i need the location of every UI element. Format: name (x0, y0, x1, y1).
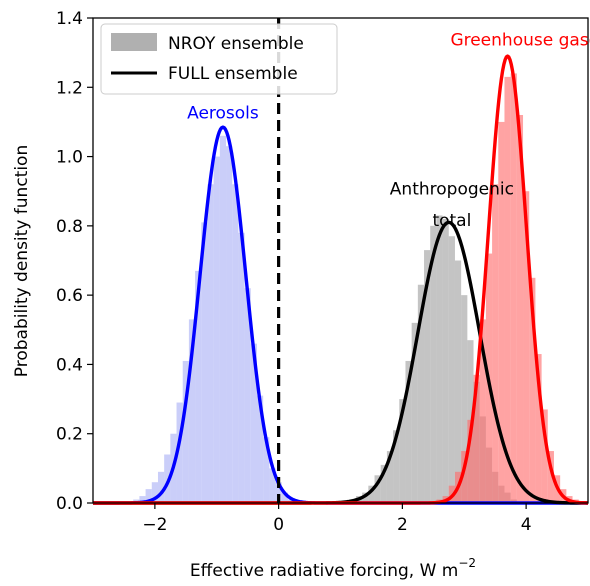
histogram-bar-greenhouse-gases-9 (492, 184, 499, 504)
legend-label-nroy: NROY ensemble (168, 34, 304, 54)
histogram-bar-aerosols-19 (250, 343, 257, 503)
histogram-bar-anthropogenic-total-4 (374, 475, 381, 503)
y-tick-label: 0.8 (56, 217, 83, 237)
legend-box (100, 23, 338, 95)
histogram-bar-greenhouse-gases-4 (461, 451, 468, 503)
histogram-bar-aerosols-17 (238, 232, 245, 504)
histogram-bar-greenhouse-gases-11 (504, 76, 511, 503)
y-tick-label: 0.2 (56, 425, 83, 445)
histogram-bar-anthropogenic-total-17 (454, 260, 462, 503)
y-tick-label: 0.4 (56, 355, 83, 375)
histogram-bar-greenhouse-gases-6 (473, 374, 480, 503)
histogram-bar-greenhouse-gases-7 (479, 319, 486, 503)
histogram-bar-aerosols-15 (226, 146, 233, 503)
histogram-bar-aerosols-22 (269, 468, 276, 503)
histogram-bar-aerosols-8 (182, 360, 189, 503)
histogram-bar-aerosols-20 (256, 395, 264, 503)
x-axis-label-superscript: −2 (458, 556, 476, 570)
histogram-bar-anthropogenic-total-2 (362, 492, 369, 503)
histogram-bar-anthropogenic-total-18 (461, 295, 468, 503)
x-tick-label: 0 (273, 515, 284, 535)
histogram-bar-greenhouse-gases-16 (535, 354, 542, 503)
histogram-bar-anthropogenic-total-13 (430, 225, 437, 504)
histogram-bar-aerosols-14 (219, 135, 227, 504)
annotation-greenhouse-gases: Greenhouse gases (450, 31, 590, 51)
histogram-bar-anthropogenic-total-6 (386, 451, 394, 503)
histogram-bar-aerosols-25 (287, 499, 295, 503)
annotation-aerosols: Aerosols (187, 103, 259, 123)
x-tick-label: 2 (397, 515, 408, 535)
histogram-bar-anthropogenic-total-8 (399, 399, 406, 503)
plot-frame (92, 17, 589, 504)
histogram-bar-aerosols-12 (207, 184, 214, 504)
histogram-bar-greenhouse-gases-18 (547, 451, 554, 503)
y-tick-label: 1.0 (56, 148, 83, 168)
histogram-bar-anthropogenic-total-12 (424, 250, 431, 503)
histogram-bar-greenhouse-gases-10 (498, 121, 505, 504)
histogram-bar-aerosols-24 (281, 492, 288, 503)
y-tick-label: 0.0 (56, 494, 83, 514)
histogram-bar-aerosols-4 (157, 471, 165, 503)
histogram-bar-aerosols-18 (244, 288, 251, 503)
y-axis-label: Probability density function (12, 145, 32, 377)
histogram-bar-aerosols-10 (195, 270, 202, 503)
axes-layer: −2 0 2 4 0.0 0.2 0.4 0.6 0.8 1.0 1.2 1.4 (56, 9, 532, 535)
annotation-layer: Aerosols Anthropogenic total Greenhouse gas… (187, 31, 590, 231)
histogram-bar-anthropogenic-total-9 (405, 360, 412, 503)
histogram-bar-anthropogenic-total-10 (411, 322, 418, 503)
histogram-bar-anthropogenic-total-15 (442, 218, 449, 503)
histogram-bar-aerosols-1 (139, 496, 146, 503)
legend-swatch-nroy (111, 33, 157, 51)
histogram-bar-aerosols-21 (263, 437, 270, 503)
histogram-layer (133, 73, 579, 504)
x-axis-label-text: Effective radiative forcing, W m (190, 561, 458, 581)
histogram-bar-anthropogenic-total-16 (448, 236, 455, 503)
histogram-bar-aerosols-3 (151, 482, 158, 503)
histogram-bar-aerosols-2 (145, 489, 152, 503)
histogram-bar-aerosols-7 (176, 402, 183, 503)
annotation-total: total (432, 211, 471, 231)
histogram-bar-aerosols-23 (275, 482, 282, 503)
histogram-bar-aerosols-5 (164, 454, 171, 503)
histogram-bar-anthropogenic-total-7 (393, 430, 400, 503)
x-axis-label: Effective radiative forcing, W m−2 (190, 556, 476, 581)
histogram-bar-anthropogenic-total-3 (368, 485, 375, 503)
x-tick-label: 4 (521, 515, 532, 535)
histogram-bar-greenhouse-gases-5 (467, 419, 474, 503)
histogram-bar-anthropogenic-total-5 (380, 464, 387, 503)
histogram-bar-anthropogenic-total-11 (417, 284, 425, 503)
histogram-bar-aerosols-13 (213, 156, 220, 503)
histogram-bar-aerosols-9 (188, 319, 196, 503)
histogram-bar-greenhouse-gases-14 (523, 191, 530, 503)
legend: NROY ensemble FULL ensemble (100, 23, 338, 95)
histogram-bar-greenhouse-gases-15 (529, 277, 536, 503)
histogram-bar-aerosols-11 (201, 222, 208, 503)
legend-label-full: FULL ensemble (168, 64, 298, 84)
x-tick-label: −2 (142, 515, 167, 535)
y-tick-label: 1.4 (56, 9, 83, 29)
histogram-bar-greenhouse-gases-17 (541, 409, 548, 503)
histogram-bar-greenhouse-gases-13 (516, 115, 524, 503)
y-tick-label: 0.6 (56, 286, 83, 306)
histogram-bar-greenhouse-gases-12 (510, 73, 517, 504)
y-tick-label: 1.2 (56, 78, 83, 98)
annotation-anthropogenic: Anthropogenic (390, 180, 514, 200)
histogram-bar-anthropogenic-total-14 (436, 215, 443, 503)
histogram-bar-aerosols-16 (232, 184, 239, 504)
